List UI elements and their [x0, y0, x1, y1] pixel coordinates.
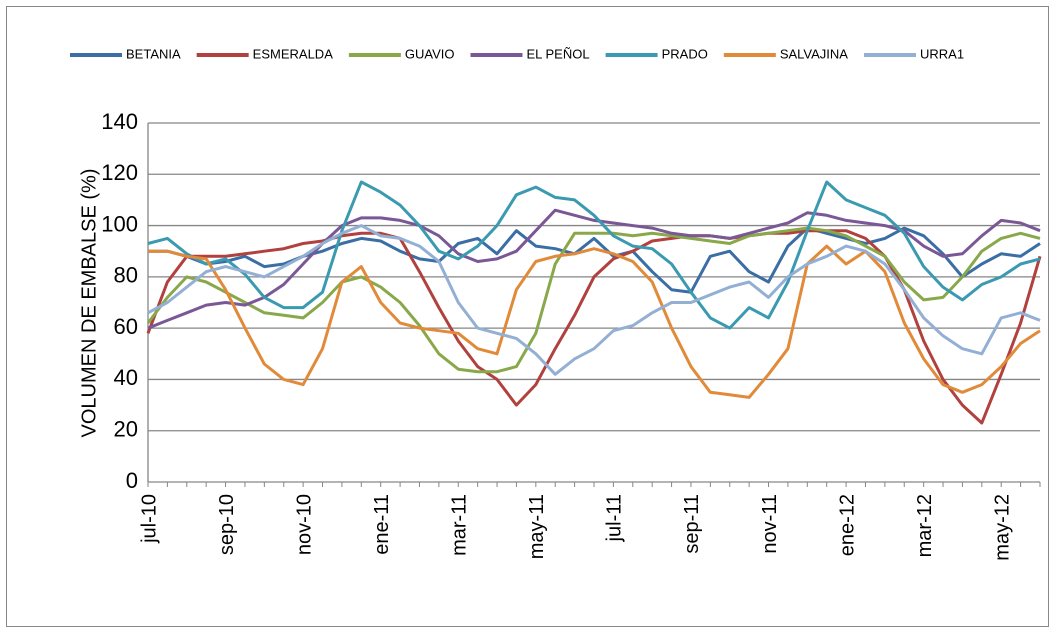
y-tick-label: 140: [101, 109, 138, 134]
series-line: [147, 224, 1041, 376]
series-line: [146, 229, 1042, 425]
y-tick-label: 120: [101, 160, 138, 185]
x-tick-label: sep-11: [681, 494, 703, 554]
legend-label: EL PEÑOL: [526, 46, 589, 61]
x-tick-label: nov-11: [759, 494, 781, 554]
legend-label: GUAVIO: [405, 46, 455, 61]
series-line: [147, 208, 1041, 330]
y-tick-label: 20: [114, 417, 138, 442]
y-tick-label: 60: [114, 314, 138, 339]
x-tick-label: nov-10: [293, 494, 315, 555]
series-line: [146, 226, 1041, 374]
x-tick-label: mar-11: [449, 494, 471, 556]
y-tick-label: 100: [101, 211, 138, 236]
y-tick-label: 40: [114, 365, 138, 390]
series-line: [147, 180, 1041, 330]
series-line: [148, 244, 1041, 399]
y-axis-title: VOLUMEN DE EMBALSE (%): [78, 169, 100, 438]
legend-label: PRADO: [662, 46, 708, 61]
legend-label: ESMERALDA: [253, 46, 334, 61]
x-tick-label: may-12: [991, 494, 1013, 561]
x-tick-label: mar-12: [914, 494, 936, 557]
x-tick-label: ene-11: [371, 494, 393, 555]
legend-label: URRA1: [920, 46, 964, 61]
x-tick-label: ene-12: [836, 494, 858, 556]
x-tick-label: may-11: [526, 494, 548, 559]
legend-label: SALVAJINA: [780, 46, 848, 61]
y-tick-label: 0: [126, 468, 138, 493]
y-tick-label: 80: [114, 263, 138, 288]
legend-label: BETANIA: [126, 46, 181, 61]
x-tick-label: jul-10: [138, 494, 160, 544]
x-tick-label: jul-11: [604, 494, 626, 542]
x-tick-label: sep-10: [216, 494, 238, 555]
